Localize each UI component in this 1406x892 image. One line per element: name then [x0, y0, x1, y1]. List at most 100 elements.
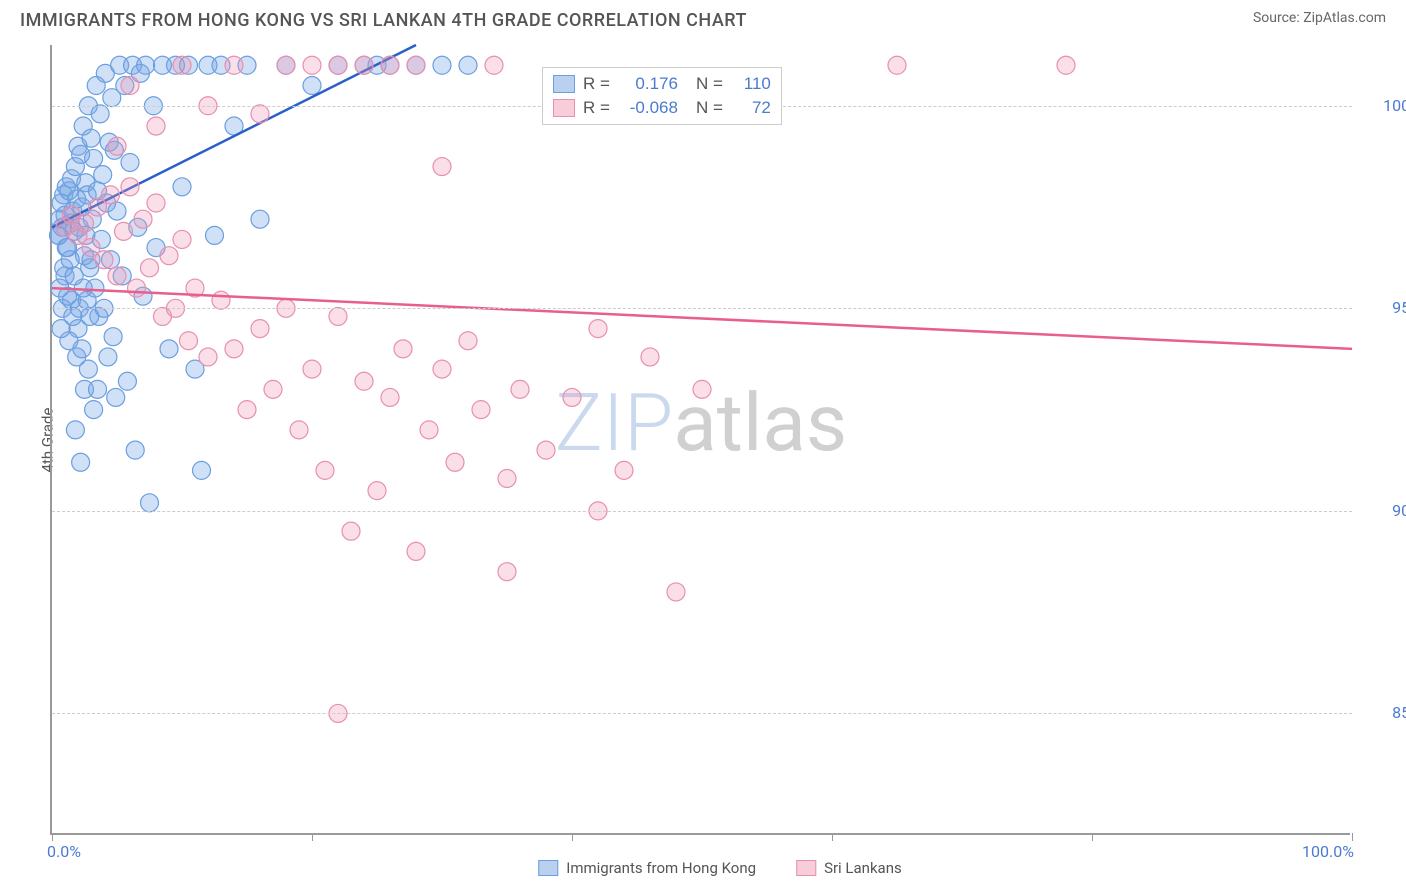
- data-point: [420, 421, 438, 439]
- x-tick: [1352, 833, 1353, 841]
- data-point: [126, 441, 144, 459]
- data-point: [537, 441, 555, 459]
- x-tick-label: 100.0%: [1302, 842, 1354, 861]
- data-point: [160, 340, 178, 358]
- source-label: Source: ZipAtlas.com: [1253, 10, 1386, 26]
- stats-r-value: 0.176: [618, 74, 678, 94]
- data-point: [459, 56, 477, 74]
- data-point: [193, 461, 211, 479]
- y-tick-label: 100.0%: [1355, 96, 1406, 115]
- chart-container: 4th Grade ZIPatlas 85.0%90.0%95.0%100.0%…: [50, 45, 1390, 835]
- data-point: [368, 482, 386, 500]
- scatter-svg: [52, 45, 1352, 835]
- plot-area: ZIPatlas 85.0%90.0%95.0%100.0%0.0%100.0%: [50, 45, 1350, 835]
- data-point: [137, 56, 155, 74]
- data-point: [407, 56, 425, 74]
- data-point: [589, 320, 607, 338]
- swatch-icon: [553, 99, 575, 117]
- data-point: [180, 332, 198, 350]
- data-point: [128, 279, 146, 297]
- legend-item-hk: Immigrants from Hong Kong: [538, 859, 756, 877]
- data-point: [394, 340, 412, 358]
- data-point: [121, 178, 139, 196]
- data-point: [173, 56, 191, 74]
- data-point: [667, 583, 685, 601]
- data-point: [407, 542, 425, 560]
- stats-r-label: R =: [583, 98, 610, 118]
- data-point: [303, 77, 321, 95]
- data-point: [52, 320, 70, 338]
- data-point: [108, 267, 126, 285]
- data-point: [73, 340, 91, 358]
- data-point: [251, 210, 269, 228]
- data-point: [108, 137, 126, 155]
- data-point: [329, 56, 347, 74]
- data-point: [693, 380, 711, 398]
- data-point: [115, 222, 133, 240]
- data-point: [199, 348, 217, 366]
- data-point: [290, 421, 308, 439]
- legend-label: Immigrants from Hong Kong: [566, 859, 756, 877]
- data-point: [329, 307, 347, 325]
- swatch-icon: [796, 860, 816, 876]
- data-point: [118, 372, 136, 390]
- data-point: [433, 158, 451, 176]
- stats-row-sl: R =-0.068N =72: [553, 96, 771, 120]
- data-point: [303, 56, 321, 74]
- series-sl: [56, 56, 1075, 722]
- data-point: [225, 56, 243, 74]
- data-point: [498, 469, 516, 487]
- x-tick: [1092, 833, 1093, 841]
- x-tick: [832, 833, 833, 841]
- data-point: [78, 291, 96, 309]
- stats-n-value: 110: [731, 74, 771, 94]
- data-point: [459, 332, 477, 350]
- data-point: [212, 291, 230, 309]
- x-tick: [312, 833, 313, 841]
- data-point: [141, 494, 159, 512]
- data-point: [76, 214, 94, 232]
- stats-r-label: R =: [583, 74, 610, 94]
- data-point: [134, 210, 152, 228]
- data-point: [72, 453, 90, 471]
- data-point: [85, 149, 103, 167]
- data-point: [94, 166, 112, 184]
- data-point: [107, 388, 125, 406]
- data-point: [303, 360, 321, 378]
- legend-bottom: Immigrants from Hong Kong Sri Lankans: [538, 859, 901, 877]
- stats-legend-box: R =0.176N =110R =-0.068N =72: [542, 67, 782, 125]
- data-point: [99, 348, 117, 366]
- data-point: [615, 461, 633, 479]
- x-tick-label: 0.0%: [47, 842, 81, 861]
- data-point: [81, 307, 99, 325]
- data-point: [355, 372, 373, 390]
- data-point: [433, 56, 451, 74]
- data-point: [147, 194, 165, 212]
- swatch-icon: [538, 860, 558, 876]
- x-tick: [572, 833, 573, 841]
- data-point: [888, 56, 906, 74]
- data-point: [104, 328, 122, 346]
- stats-r-value: -0.068: [618, 98, 678, 118]
- data-point: [485, 56, 503, 74]
- data-point: [121, 77, 139, 95]
- data-point: [141, 259, 159, 277]
- data-point: [433, 360, 451, 378]
- data-point: [511, 380, 529, 398]
- data-point: [251, 105, 269, 123]
- gridline-h: [52, 511, 1352, 512]
- data-point: [95, 251, 113, 269]
- data-point: [85, 401, 103, 419]
- gridline-h: [52, 308, 1352, 309]
- data-point: [108, 202, 126, 220]
- data-point: [160, 247, 178, 265]
- data-point: [472, 401, 490, 419]
- data-point: [251, 320, 269, 338]
- data-point: [91, 105, 109, 123]
- trendline-sl: [52, 288, 1352, 349]
- stats-n-value: 72: [731, 98, 771, 118]
- legend-label: Sri Lankans: [824, 859, 902, 877]
- data-point: [498, 563, 516, 581]
- data-point: [381, 388, 399, 406]
- data-point: [147, 117, 165, 135]
